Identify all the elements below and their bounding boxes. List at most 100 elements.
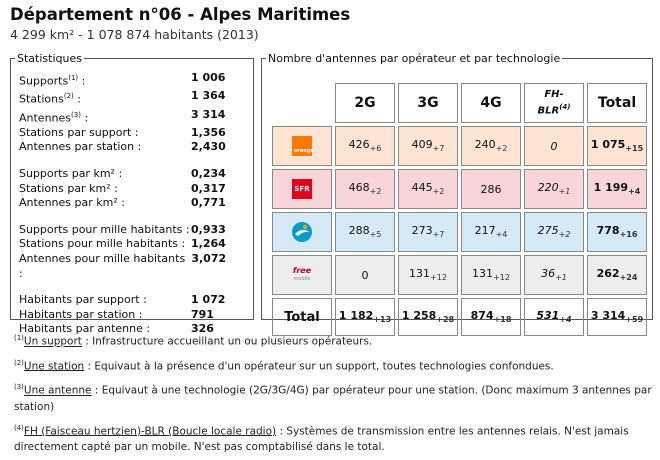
- stat-value: 1 072: [191, 293, 226, 307]
- antenna-table-panel: Nombre d'antennes par opérateur et par t…: [261, 52, 653, 336]
- stat-row: Antennes par station : 2,430: [19, 140, 245, 155]
- stat-note: (2): [63, 92, 74, 101]
- cell-delta: +1: [558, 187, 571, 197]
- cell-delta: +4: [495, 230, 508, 240]
- stat-note: (1): [68, 74, 79, 82]
- cell-delta: +2: [558, 230, 571, 240]
- footnote-number: (1): [14, 334, 24, 342]
- stat-label: Antennes pour mille habitants :: [19, 251, 186, 280]
- footnote-term: Un support: [23, 335, 82, 348]
- footnote-text: : Equivaut à la présence d'un opérateur …: [84, 360, 554, 372]
- cell-free-3g: 131+12: [398, 255, 458, 295]
- stat-label: Stations par support :: [19, 125, 139, 139]
- cell-orange-4g: 240+2: [461, 126, 521, 166]
- stat-row: Antennes par km² : 0,771: [19, 196, 245, 211]
- sfr-logo-icon: SFR: [292, 179, 312, 199]
- cell-sfr-fh-blr: 220+1: [524, 169, 584, 209]
- footnote-number: (2): [14, 358, 24, 367]
- statistics-list: Supports(1) : 1 006 Stations(2) : 1 364 Ante…: [11, 65, 253, 337]
- cell-orange-3g: 409+7: [398, 126, 458, 166]
- stat-row: Habitants par support : 1 072: [19, 293, 245, 308]
- footnote-number: (4): [14, 423, 24, 432]
- cell-total-2g: 1 182+13: [335, 298, 395, 336]
- col-header-2g: 2G: [335, 83, 395, 123]
- stat-value: 3 314: [191, 107, 226, 121]
- cell-delta: +2: [495, 144, 508, 154]
- page-subtitle: 4 299 km² - 1 078 874 habitants (2013): [10, 27, 259, 42]
- table-row-sfr: SFR 468+2 445+2 286 220+1 1 199+4: [272, 169, 647, 209]
- bouygues-logo-icon: [292, 222, 312, 242]
- stat-label: Habitants par station :: [19, 307, 143, 321]
- cell-bouygues-total: 778+16: [587, 212, 647, 252]
- stat-value: 1,356: [191, 125, 226, 139]
- footnote: (4)FH (Faisceau hertzien)-BLR (Boucle lo…: [14, 420, 654, 456]
- col-header-fh-blr: FH- BLR(4): [524, 83, 584, 123]
- table-row-bouygues: 288+5 273+7 217+4 275+2 778+16: [272, 212, 647, 252]
- stat-value: 326: [191, 322, 214, 336]
- footnote-term: Une station: [23, 360, 85, 372]
- stat-row: Stations par km² : 0,317: [19, 182, 245, 197]
- col-header-total: Total: [587, 83, 647, 123]
- stat-value: 2,430: [191, 140, 226, 154]
- cell-sfr-4g: 286: [461, 169, 521, 209]
- table-row-free: free mobile 0 131+12 131+12 36+1 262+24: [272, 255, 647, 295]
- cell-orange-2g: 426+6: [335, 126, 395, 166]
- cell-delta: +16: [619, 230, 638, 240]
- footnote-term: Une antenne: [23, 384, 92, 397]
- operator-cell-orange: orange: [272, 126, 332, 166]
- stat-row: Habitants par antenne : 326: [19, 322, 245, 337]
- stat-row: Supports par km² : 0,234: [19, 167, 245, 182]
- col-header-fh-blr-label: FH- BLR: [537, 88, 564, 117]
- stat-value: 0,234: [191, 166, 226, 180]
- stat-value: 791: [191, 307, 214, 321]
- statistics-legend: Statistiques: [17, 52, 82, 65]
- cell-bouygues-4g: 217+4: [461, 212, 521, 252]
- total-row-label: Total: [272, 298, 332, 336]
- cell-delta: +1: [555, 273, 567, 283]
- stat-group: Supports pour mille habitants :0,933 Stat…: [19, 223, 245, 281]
- stat-label: Antennes(3) :: [19, 110, 89, 125]
- stat-group: Supports par km² : 0,234 Stations par km² …: [19, 167, 245, 211]
- statistics-panel: Statistiques Supports(1) : 1 006 Stations(…: [10, 52, 254, 335]
- cell-delta: +4: [628, 187, 641, 197]
- cell-delta: +13: [373, 315, 392, 325]
- cell-delta: +28: [436, 315, 455, 325]
- cell-bouygues-2g: 288+5: [335, 212, 395, 252]
- cell-delta: +24: [619, 273, 638, 283]
- stat-row: Supports(1) : 1 006: [19, 71, 245, 89]
- stat-label: Supports(1) :: [19, 74, 86, 88]
- orange-logo-text: orange: [294, 148, 314, 154]
- operator-cell-bouygues: [272, 212, 332, 252]
- table-row-total: Total 1 182+13 1 258+28 874+18 531+4 3 314+59: [272, 298, 647, 336]
- col-header-4g: 4G: [461, 83, 521, 123]
- operator-cell-free: free mobile: [272, 255, 332, 295]
- footnote-text: : Equivaut à une technologie (2G/3G/4G) …: [14, 384, 652, 413]
- stat-note: (3): [71, 110, 81, 119]
- footnote-number: (3): [14, 383, 24, 391]
- stat-label: Antennes par km² :: [19, 196, 125, 210]
- cell-delta: +6: [369, 144, 382, 154]
- cell-total-fh-blr: 531+4: [524, 298, 584, 336]
- cell-bouygues-3g: 273+7: [398, 212, 458, 252]
- cell-delta: +15: [625, 144, 644, 154]
- orange-logo-icon: orange: [292, 136, 314, 156]
- stat-label: Habitants par antenne :: [19, 322, 151, 336]
- stat-label: Supports pour mille habitants :: [19, 222, 190, 236]
- stat-row: Stations par support : 1,356: [19, 126, 245, 141]
- stat-label: Stations pour mille habitants :: [19, 237, 186, 251]
- cell-delta: +7: [432, 230, 445, 240]
- stat-row: Antennes(3) : 3 314: [19, 108, 245, 126]
- cell-total-3g: 1 258+28: [398, 298, 458, 336]
- free-logo-icon: free mobile: [292, 266, 312, 283]
- stat-value: 0,771: [191, 196, 226, 210]
- stat-value: 1 006: [191, 71, 226, 84]
- stat-row: Antennes pour mille habitants : 3,072: [19, 252, 245, 281]
- free-logo-sub: mobile: [293, 276, 311, 282]
- operator-cell-sfr: SFR: [272, 169, 332, 209]
- stat-row: Supports pour mille habitants :0,933: [19, 223, 245, 238]
- footnotes: (1)Un support : Infrastructure accueilla…: [14, 330, 654, 460]
- table-corner: [272, 83, 332, 123]
- stat-label: Supports par km² :: [19, 166, 123, 180]
- cell-free-2g: 0: [335, 255, 395, 295]
- cell-sfr-total: 1 199+4: [587, 169, 647, 209]
